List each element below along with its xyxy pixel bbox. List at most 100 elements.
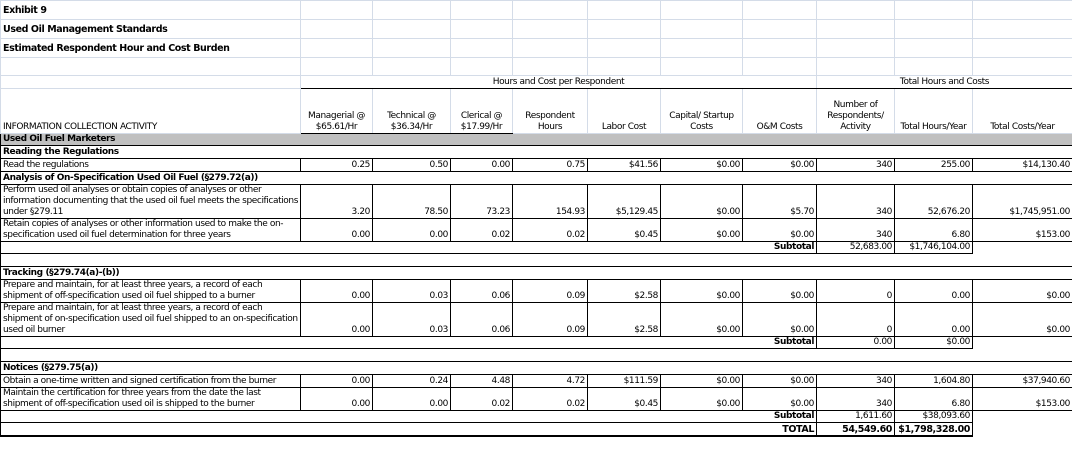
total-costs-year-cell: $153.00	[972, 218, 1072, 242]
section-header: Tracking (§279.74(a)-(b))	[0, 266, 1072, 280]
column-header-capital-startup-costs: Capital/ Startup Costs	[660, 88, 743, 134]
technical-cell: 78.50	[372, 184, 451, 219]
respondent-hours-cell: 0.75	[512, 158, 588, 172]
total-hours: 54,549.60	[816, 422, 895, 437]
labor-cost-cell: $0.45	[587, 218, 661, 242]
activity-cell: Prepare and maintain, for at least three…	[0, 279, 301, 303]
clerical-cell: 0.06	[450, 279, 513, 303]
capital-startup-costs-cell: $0.00	[660, 158, 743, 172]
total-costs: $1,798,328.00	[894, 422, 973, 437]
activity-cell: Maintain the certification for three yea…	[0, 387, 301, 411]
om-costs-cell: $5.70	[742, 184, 817, 219]
number-of-respondents-cell: 340	[816, 184, 895, 219]
total-costs-year-cell: $1,745,951.00	[972, 184, 1072, 219]
respondent-hours-cell: 154.93	[512, 184, 588, 219]
om-costs-cell: $0.00	[742, 158, 817, 172]
column-header-technical: Technical @ $36.34/Hr	[372, 88, 451, 134]
respondent-hours-cell: 0.02	[512, 218, 588, 242]
respondent-hours-cell: 0.09	[512, 302, 588, 337]
column-header-labor-cost: Labor Cost	[587, 88, 661, 134]
labor-cost-cell: $111.59	[587, 374, 661, 388]
technical-cell: 0.00	[372, 387, 451, 411]
clerical-cell: 0.06	[450, 302, 513, 337]
clerical-cell: 0.02	[450, 218, 513, 242]
capital-startup-costs-cell: $0.00	[660, 387, 743, 411]
column-header-om-costs: O&M Costs	[742, 88, 817, 134]
subtotal-costs: $1,746,104.00	[894, 241, 973, 254]
clerical-cell: 0.02	[450, 387, 513, 411]
number-of-respondents-cell: 340	[816, 387, 895, 411]
labor-cost-cell: $0.45	[587, 387, 661, 411]
total-hours-year-cell: 1,604.80	[894, 374, 973, 388]
total-costs-year-cell: $153.00	[972, 387, 1072, 411]
total-hours-year-cell: 0.00	[894, 302, 973, 337]
labor-cost-cell: $5,129.45	[587, 184, 661, 219]
activity-cell: Retain copies of analyses or other infor…	[0, 218, 301, 242]
column-header-activity: INFORMATION COLLECTION ACTIVITY	[0, 88, 301, 134]
column-header-managerial: Managerial @ $65.61/Hr	[300, 88, 373, 134]
burden-table: Exhibit 9 Used Oil Management Standards …	[0, 0, 1072, 437]
document-subtitle: Estimated Respondent Hour and Cost Burde…	[0, 38, 301, 58]
table-row: Obtain a one-time written and signed cer…	[0, 374, 1072, 388]
section-header: Analysis of On-Specification Used Oil Fu…	[0, 171, 1072, 185]
technical-cell: 0.03	[372, 302, 451, 337]
table-row: Retain copies of analyses or other infor…	[0, 218, 1072, 242]
labor-cost-cell: $2.58	[587, 302, 661, 337]
column-header-number-of-respondents: Number of Respondents/ Activity	[816, 88, 895, 134]
respondent-hours-cell: 4.72	[512, 374, 588, 388]
table-row: Prepare and maintain, for at least three…	[0, 302, 1072, 337]
managerial-cell: 0.00	[300, 302, 373, 337]
activity-cell: Prepare and maintain, for at least three…	[0, 302, 301, 337]
managerial-cell: 3.20	[300, 184, 373, 219]
managerial-cell: 0.00	[300, 374, 373, 388]
respondent-hours-cell: 0.09	[512, 279, 588, 303]
activity-cell: Obtain a one-time written and signed cer…	[0, 374, 301, 388]
column-header-clerical: Clerical @ $17.99/Hr	[450, 88, 513, 134]
table-row: Read the regulations 0.25 0.50 0.00 0.75 $41.…	[0, 158, 1072, 172]
group-header-per-respondent: Hours and Cost per Respondent	[300, 75, 817, 89]
capital-startup-costs-cell: $0.00	[660, 184, 743, 219]
technical-cell: 0.24	[372, 374, 451, 388]
om-costs-cell: $0.00	[742, 302, 817, 337]
subtotal-costs: $38,093.60	[894, 410, 973, 423]
capital-startup-costs-cell: $0.00	[660, 302, 743, 337]
category-header: Used Oil Fuel Marketers	[0, 133, 1072, 146]
managerial-cell: 0.25	[300, 158, 373, 172]
total-costs-year-cell: $0.00	[972, 302, 1072, 337]
section-header: Reading the Regulations	[0, 145, 1072, 159]
number-of-respondents-cell: 340	[816, 218, 895, 242]
group-header-totals: Total Hours and Costs	[816, 75, 1072, 89]
om-costs-cell: $0.00	[742, 374, 817, 388]
clerical-cell: 0.00	[450, 158, 513, 172]
labor-cost-cell: $2.58	[587, 279, 661, 303]
spacer-row	[0, 348, 1072, 362]
om-costs-cell: $0.00	[742, 279, 817, 303]
managerial-cell: 0.00	[300, 218, 373, 242]
managerial-cell: 0.00	[300, 387, 373, 411]
total-costs-year-cell: $0.00	[972, 279, 1072, 303]
om-costs-cell: $0.00	[742, 218, 817, 242]
document-title: Used Oil Management Standards	[0, 19, 301, 39]
capital-startup-costs-cell: $0.00	[660, 374, 743, 388]
exhibit-label: Exhibit 9	[0, 0, 301, 20]
subtotal-hours: 1,611.60	[816, 410, 895, 423]
activity-cell: Perform used oil analyses or obtain copi…	[0, 184, 301, 219]
total-hours-year-cell: 255.00	[894, 158, 973, 172]
total-costs-year-cell: $14,130.40	[972, 158, 1072, 172]
clerical-cell: 73.23	[450, 184, 513, 219]
clerical-cell: 4.48	[450, 374, 513, 388]
total-hours-year-cell: 0.00	[894, 279, 973, 303]
subtotal-label: Subtotal	[0, 241, 817, 254]
subtotal-costs: $0.00	[894, 336, 973, 349]
labor-cost-cell: $41.56	[587, 158, 661, 172]
number-of-respondents-cell: 340	[816, 374, 895, 388]
number-of-respondents-cell: 0	[816, 279, 895, 303]
subtotal-hours: 52,683.00	[816, 241, 895, 254]
table-row: Prepare and maintain, for at least three…	[0, 279, 1072, 303]
subtotal-label: Subtotal	[0, 410, 817, 423]
table-row: Maintain the certification for three yea…	[0, 387, 1072, 411]
managerial-cell: 0.00	[300, 279, 373, 303]
technical-cell: 0.00	[372, 218, 451, 242]
om-costs-cell: $0.00	[742, 387, 817, 411]
subtotal-hours: 0.00	[816, 336, 895, 349]
